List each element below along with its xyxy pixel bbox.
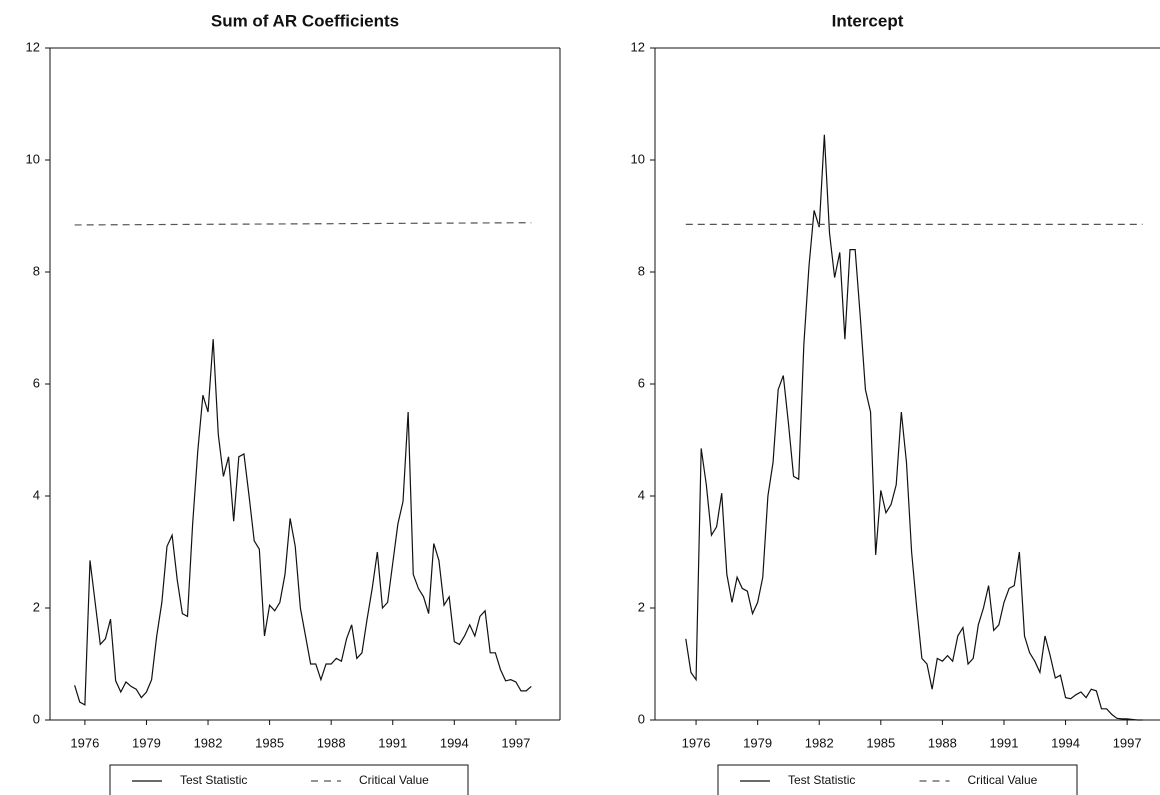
x-tick-label: 1991 — [990, 735, 1019, 750]
y-tick-label: 12 — [26, 39, 40, 54]
y-tick-label: 6 — [638, 375, 645, 390]
series-line — [74, 339, 532, 706]
x-tick-label: 1982 — [805, 735, 834, 750]
chart-title: Sum of AR Coefficients — [211, 11, 399, 30]
x-tick-label: 1988 — [928, 735, 957, 750]
x-tick-label: 1979 — [132, 735, 161, 750]
x-tick-label: 1991 — [378, 735, 407, 750]
x-tick-label: 1985 — [255, 735, 284, 750]
x-tick-label: 1994 — [440, 735, 469, 750]
y-tick-label: 12 — [631, 39, 645, 54]
x-tick-label: 1997 — [1113, 735, 1142, 750]
x-tick-label: 1979 — [743, 735, 772, 750]
y-tick-label: 10 — [26, 151, 40, 166]
y-tick-label: 6 — [33, 375, 40, 390]
series-line — [685, 134, 1143, 721]
x-tick-label: 1976 — [70, 735, 99, 750]
x-tick-label: 1982 — [194, 735, 223, 750]
x-tick-label: 1985 — [866, 735, 895, 750]
x-tick-label: 1994 — [1051, 735, 1080, 750]
y-tick-label: 2 — [638, 599, 645, 614]
legend — [717, 764, 1078, 795]
y-tick-label: 4 — [33, 487, 40, 502]
legend-label: Test Statistic — [180, 773, 247, 787]
legend-label: Critical Value — [359, 773, 429, 787]
x-tick-label: 1997 — [501, 735, 530, 750]
legend — [109, 764, 469, 795]
y-tick-label: 8 — [33, 263, 40, 278]
series-line — [74, 222, 532, 226]
chart-title: Intercept — [832, 11, 904, 30]
legend-label: Test Statistic — [788, 773, 855, 787]
y-tick-label: 8 — [638, 263, 645, 278]
y-tick-label: 0 — [33, 711, 40, 726]
x-tick-label: 1988 — [317, 735, 346, 750]
y-tick-label: 2 — [33, 599, 40, 614]
y-tick-label: 10 — [631, 151, 645, 166]
x-tick-label: 1976 — [682, 735, 711, 750]
legend-label: Critical Value — [968, 773, 1038, 787]
y-tick-label: 0 — [638, 711, 645, 726]
y-tick-label: 4 — [638, 487, 645, 502]
